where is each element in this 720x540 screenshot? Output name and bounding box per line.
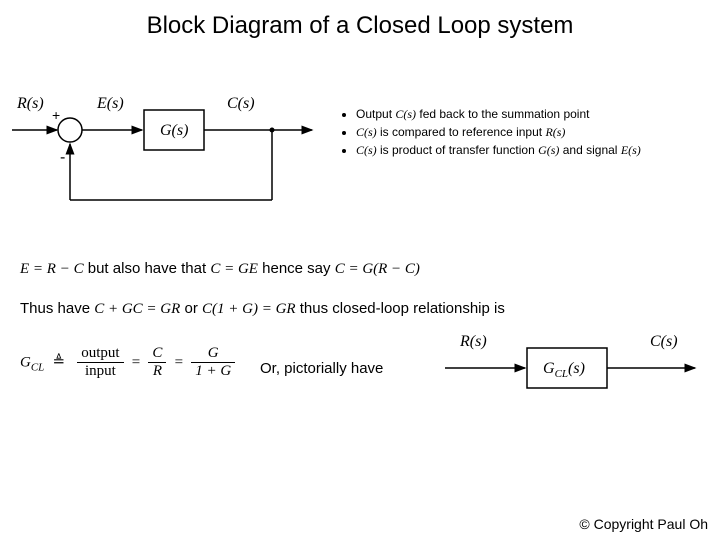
gcl-equation: GCL ≜ outputinput = CR = G1 + G xyxy=(20,345,239,380)
minus-sign: - xyxy=(60,149,65,166)
c-label: C(s) xyxy=(227,95,255,112)
closed-loop-diagram: R(s) + - E(s) G(s) C(s) xyxy=(12,90,322,230)
gcl-r-label: R(s) xyxy=(459,333,487,350)
plus-sign: + xyxy=(52,107,60,123)
or-pictorially-text: Or, pictorially have xyxy=(260,360,383,377)
summing-junction xyxy=(58,118,82,142)
equation-1: E = R − C but also have that C = GE henc… xyxy=(20,260,420,278)
bullet-list: Output C(s) fed back to the summation po… xyxy=(340,105,641,159)
equation-2: Thus have C + GC = GR or C(1 + G) = GR t… xyxy=(20,300,505,318)
g-label: G(s) xyxy=(160,122,188,139)
bullet-2: C(s) is compared to reference input R(s) xyxy=(356,123,641,141)
bullet-3: C(s) is product of transfer function G(s… xyxy=(356,141,641,159)
r-label: R(s) xyxy=(16,95,44,112)
gcl-block-diagram: R(s) GCL(s) C(s) xyxy=(440,330,710,400)
page-title: Block Diagram of a Closed Loop system xyxy=(0,12,720,40)
gcl-c-label: C(s) xyxy=(650,333,678,350)
bullet-1: Output C(s) fed back to the summation po… xyxy=(356,105,641,123)
copyright-text: © Copyright Paul Oh xyxy=(579,516,708,532)
e-label: E(s) xyxy=(96,95,124,112)
gcl-block-label: GCL(s) xyxy=(543,360,585,380)
